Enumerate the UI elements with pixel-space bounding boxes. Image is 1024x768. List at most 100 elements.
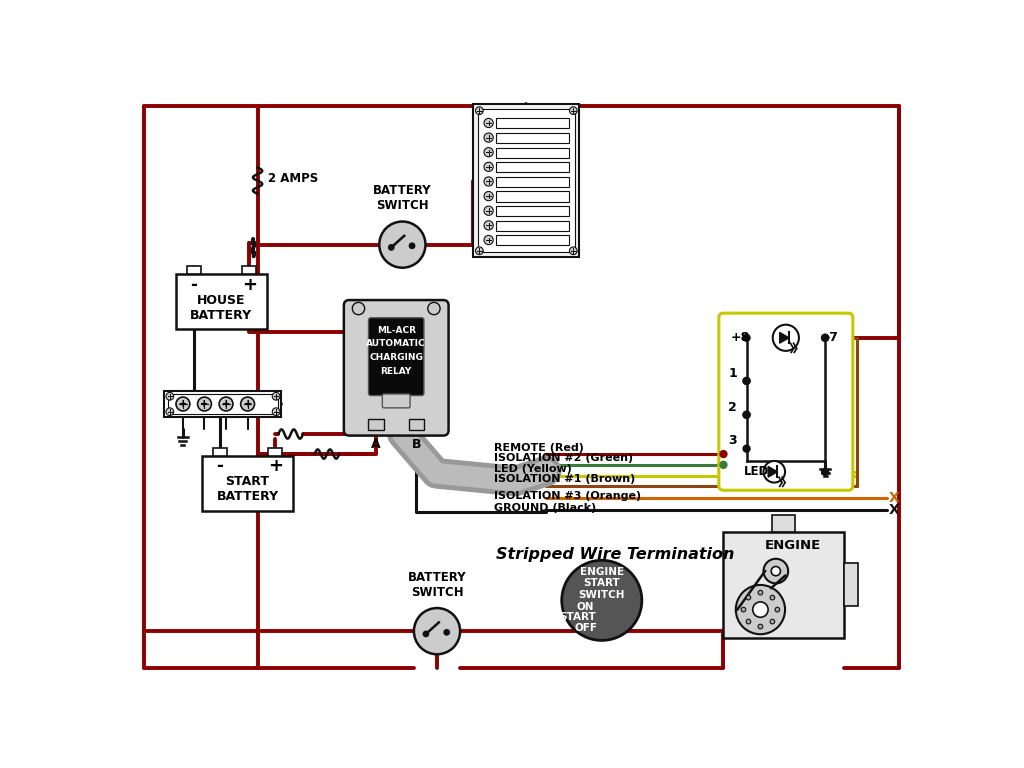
- Text: 3: 3: [728, 435, 737, 448]
- Circle shape: [743, 412, 750, 419]
- Bar: [497, 133, 568, 143]
- Circle shape: [746, 619, 751, 624]
- Circle shape: [484, 235, 494, 245]
- Circle shape: [569, 247, 578, 255]
- Bar: [176, 274, 267, 329]
- Circle shape: [219, 397, 233, 411]
- Circle shape: [166, 408, 174, 415]
- Circle shape: [352, 303, 365, 315]
- Circle shape: [484, 162, 494, 171]
- Text: +8: +8: [731, 331, 750, 344]
- Circle shape: [475, 107, 483, 114]
- Circle shape: [770, 619, 775, 624]
- Circle shape: [743, 445, 750, 452]
- Circle shape: [410, 243, 415, 249]
- Circle shape: [379, 221, 425, 268]
- Text: -: -: [216, 458, 223, 475]
- Bar: [497, 206, 568, 216]
- Text: 2: 2: [728, 401, 737, 414]
- Bar: [772, 515, 795, 531]
- Circle shape: [743, 334, 750, 341]
- Bar: [165, 391, 282, 417]
- Circle shape: [484, 133, 494, 142]
- Circle shape: [166, 392, 174, 400]
- Polygon shape: [779, 333, 788, 343]
- Text: GROUND (Black): GROUND (Black): [494, 502, 596, 512]
- Text: BATTERY
SWITCH: BATTERY SWITCH: [408, 571, 466, 599]
- Bar: [213, 448, 226, 455]
- FancyBboxPatch shape: [382, 394, 410, 408]
- Text: ENGINE
START
SWITCH: ENGINE START SWITCH: [579, 567, 625, 600]
- Text: B: B: [412, 438, 421, 451]
- Text: START: START: [559, 612, 596, 622]
- Text: A: A: [372, 438, 381, 451]
- Bar: [497, 162, 568, 172]
- Bar: [243, 266, 256, 274]
- Text: X: X: [888, 491, 899, 505]
- Text: ML-ACR
AUTOMATIC
CHARGING
RELAY: ML-ACR AUTOMATIC CHARGING RELAY: [367, 326, 426, 376]
- Circle shape: [241, 397, 255, 411]
- Circle shape: [758, 624, 763, 629]
- Circle shape: [272, 392, 280, 400]
- Bar: [369, 419, 384, 430]
- Text: -7: -7: [824, 331, 839, 344]
- Circle shape: [475, 247, 483, 255]
- Circle shape: [569, 107, 578, 114]
- Text: OFF: OFF: [574, 623, 597, 633]
- Text: +: +: [242, 276, 257, 293]
- Text: 1: 1: [728, 366, 737, 379]
- Bar: [409, 419, 424, 430]
- Circle shape: [414, 608, 460, 654]
- Bar: [473, 104, 580, 257]
- Circle shape: [484, 191, 494, 200]
- Circle shape: [758, 591, 763, 595]
- Text: ISOLATION #2 (Green): ISOLATION #2 (Green): [494, 453, 633, 463]
- Bar: [497, 191, 568, 201]
- Circle shape: [720, 451, 727, 458]
- Text: +: +: [268, 458, 283, 475]
- Bar: [497, 177, 568, 187]
- Text: +: +: [222, 399, 230, 409]
- Circle shape: [272, 408, 280, 415]
- Text: ISOLATION #1 (Brown): ISOLATION #1 (Brown): [494, 474, 635, 484]
- Text: LED: LED: [743, 465, 769, 478]
- Bar: [268, 448, 283, 455]
- Text: HOUSE
BATTERY: HOUSE BATTERY: [190, 294, 253, 322]
- Circle shape: [775, 607, 779, 612]
- Bar: [202, 455, 293, 511]
- FancyBboxPatch shape: [719, 313, 853, 490]
- Circle shape: [720, 462, 727, 468]
- Circle shape: [484, 177, 494, 186]
- Circle shape: [736, 585, 785, 634]
- Circle shape: [753, 602, 768, 617]
- Circle shape: [764, 461, 785, 482]
- Circle shape: [746, 595, 751, 600]
- Circle shape: [388, 245, 394, 250]
- Text: +: +: [179, 399, 187, 409]
- Bar: [723, 531, 845, 638]
- Circle shape: [743, 377, 750, 384]
- Circle shape: [484, 206, 494, 215]
- Circle shape: [764, 559, 788, 584]
- FancyBboxPatch shape: [344, 300, 449, 435]
- Circle shape: [444, 630, 450, 635]
- Circle shape: [484, 118, 494, 127]
- Circle shape: [821, 468, 828, 475]
- Bar: [497, 235, 568, 246]
- Circle shape: [743, 412, 750, 419]
- Text: Stripped Wire Termination: Stripped Wire Termination: [496, 547, 734, 561]
- Text: +: +: [201, 399, 209, 409]
- Circle shape: [773, 325, 799, 351]
- Circle shape: [198, 397, 211, 411]
- Text: ISOLATION #3 (Orange): ISOLATION #3 (Orange): [494, 491, 641, 501]
- Circle shape: [821, 334, 828, 341]
- Circle shape: [562, 561, 642, 641]
- Bar: [497, 118, 568, 128]
- Circle shape: [770, 595, 775, 600]
- Circle shape: [741, 607, 745, 612]
- Circle shape: [484, 147, 494, 157]
- Circle shape: [428, 303, 440, 315]
- Polygon shape: [768, 466, 777, 477]
- FancyBboxPatch shape: [369, 318, 424, 396]
- Circle shape: [176, 397, 189, 411]
